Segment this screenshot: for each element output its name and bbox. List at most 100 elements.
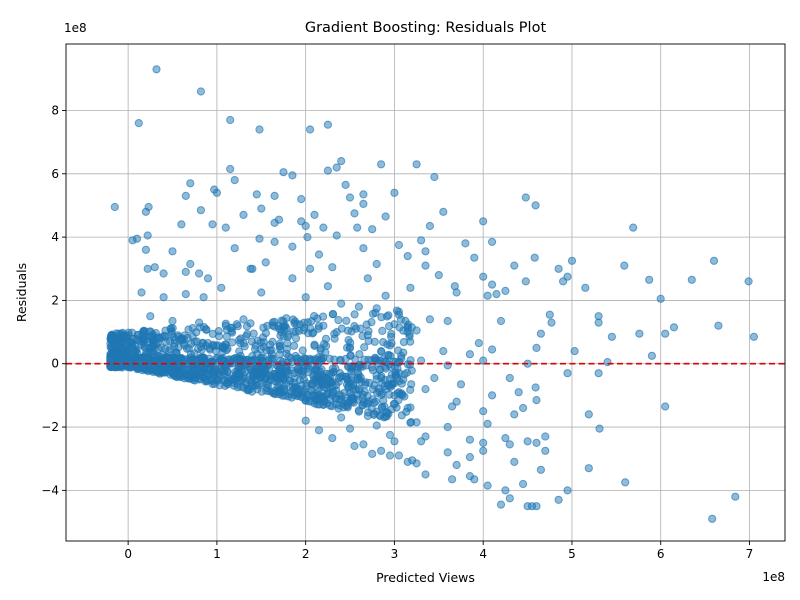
scatter-point [547, 318, 556, 327]
scatter-point [647, 351, 657, 360]
scatter-point [381, 358, 390, 367]
scatter-point [708, 514, 717, 523]
y-tick-label: 0 [51, 357, 59, 371]
scatter-point [282, 314, 291, 323]
scatter-point [532, 438, 541, 447]
scatter-point [337, 299, 346, 308]
scatter-point [370, 398, 379, 407]
scatter-point [299, 386, 309, 395]
scatter-point [165, 337, 174, 346]
scatter-point [483, 481, 492, 490]
scatter-point [177, 220, 186, 229]
scatter-point [146, 347, 155, 357]
scatter-point [186, 355, 195, 365]
scatter-point [110, 202, 119, 212]
points-layer [106, 65, 759, 523]
scatter-point [199, 293, 208, 302]
scatter-point [222, 346, 231, 355]
scatter-point [345, 343, 355, 352]
scatter-point [314, 387, 323, 396]
x-tick-label: 6 [657, 547, 665, 561]
scatter-point [488, 280, 497, 289]
scatter-point [378, 326, 387, 335]
scatter-point [359, 440, 368, 449]
scatter-point [661, 329, 670, 338]
y-axis-offset-label: 1e8 [64, 21, 87, 35]
scatter-point [372, 421, 381, 430]
scatter-point [385, 381, 394, 391]
scatter-point [354, 302, 363, 311]
scatter-point [567, 256, 577, 265]
scatter-point [355, 350, 364, 359]
scatter-point [129, 345, 138, 354]
scatter-point [195, 269, 204, 278]
scatter-point [137, 340, 146, 349]
scatter-point [510, 457, 519, 466]
scatter-point [337, 413, 346, 422]
scatter-point [281, 391, 290, 400]
scatter-point [382, 312, 392, 321]
scatter-point [337, 157, 346, 166]
scatter-point [306, 264, 315, 273]
scatter-point [381, 212, 390, 221]
scatter-point [359, 190, 368, 199]
scatter-point [461, 239, 470, 248]
scatter-point [563, 486, 572, 495]
scatter-point [531, 201, 540, 210]
scatter-point [470, 253, 479, 262]
scatter-point [399, 375, 408, 384]
scatter-point [372, 304, 381, 313]
scatter-point [239, 315, 248, 324]
y-tick-label: 2 [51, 293, 59, 307]
scatter-point [430, 172, 439, 182]
scatter-point [536, 329, 546, 338]
scatter-point [221, 321, 230, 330]
scatter-point [223, 380, 232, 389]
scatter-point [390, 188, 399, 197]
scatter-point [397, 411, 406, 420]
scatter-point [196, 87, 205, 96]
scatter-point [603, 358, 612, 367]
scatter-point [107, 342, 116, 351]
scatter-point [155, 334, 164, 343]
scatter-point [505, 494, 514, 503]
scatter-point [496, 316, 506, 326]
x-tick-label: 0 [124, 547, 132, 561]
scatter-point [425, 221, 434, 231]
scatter-point [496, 500, 506, 509]
scatter-point [421, 247, 430, 256]
scatter-point [251, 345, 260, 354]
scatter-point [479, 272, 488, 281]
scatter-point [233, 383, 242, 392]
scatter-point [563, 369, 572, 378]
scatter-point [306, 125, 315, 134]
scatter-point [510, 261, 519, 270]
scatter-point [421, 470, 430, 479]
scatter-point [386, 351, 395, 360]
scatter-point [196, 206, 205, 215]
scatter-point [239, 210, 248, 219]
scatter-point [322, 341, 331, 350]
scatter-point [541, 432, 550, 441]
scatter-point [276, 371, 285, 380]
scatter-point [186, 259, 195, 269]
scatter-point [247, 378, 256, 387]
scatter-point [181, 290, 190, 299]
scatter-point [301, 221, 310, 231]
scatter-point [187, 339, 196, 348]
scatter-point [744, 277, 753, 286]
scatter-point [214, 373, 223, 382]
scatter-point [394, 240, 403, 250]
scatter-point [377, 446, 386, 455]
scatter-point [257, 353, 266, 362]
scatter-point [731, 492, 740, 501]
scatter-point [332, 400, 341, 409]
scatter-point [620, 261, 629, 270]
scatter-point [545, 310, 554, 319]
scatter-point [488, 237, 497, 246]
scatter-point [501, 286, 510, 295]
scatter-point [184, 325, 193, 334]
scatter-point [714, 321, 723, 330]
y-axis-label: Residuals [14, 263, 29, 322]
scatter-point [146, 312, 155, 321]
